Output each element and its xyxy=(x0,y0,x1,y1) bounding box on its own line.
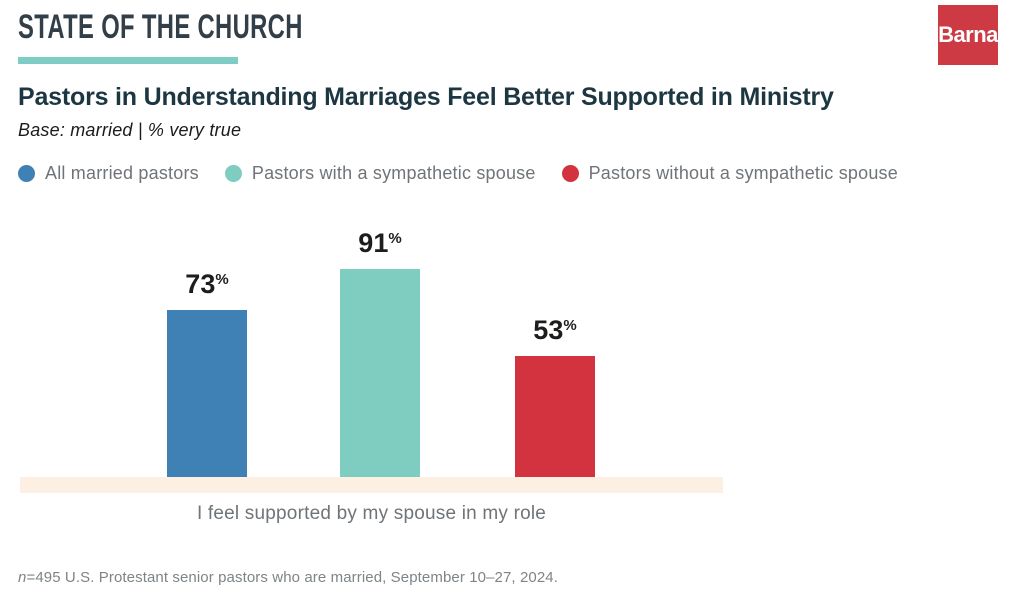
percent-sign: % xyxy=(388,230,402,247)
legend-label: Pastors with a sympathetic spouse xyxy=(251,163,536,183)
bar-group-sympathetic-spouse: 91% xyxy=(340,228,420,477)
bar-value-label: 53% xyxy=(533,315,577,345)
bar-without-sympathetic-spouse xyxy=(515,356,595,477)
legend-label: Pastors without a sympathetic spouse xyxy=(588,163,898,183)
bar-all-married xyxy=(167,310,247,477)
legend: All married pastors Pastors with a sympa… xyxy=(18,163,898,184)
legend-item-without-sympathetic-spouse: Pastors without a sympathetic spouse xyxy=(561,163,898,184)
page-subtitle: Base: married | % very true xyxy=(18,120,242,140)
percent-sign: % xyxy=(563,317,577,334)
chart-baseline-strip xyxy=(20,477,723,493)
bar-chart: 73% 91% 53% I feel supported by my spous… xyxy=(0,210,1024,550)
page-title: Pastors in Understanding Marriages Feel … xyxy=(18,83,834,111)
legend-item-sympathetic-spouse: Pastors with a sympathetic spouse xyxy=(224,163,536,184)
bar-group-without-sympathetic-spouse: 53% xyxy=(515,315,595,477)
footnote-text: =495 U.S. Protestant senior pastors who … xyxy=(26,569,559,586)
footnote-n: n xyxy=(18,569,27,586)
legend-dot-red-icon xyxy=(561,165,579,182)
legend-dot-blue-icon xyxy=(18,165,35,182)
brand-underline xyxy=(18,57,238,64)
bar-value-label: 91% xyxy=(358,228,402,258)
brand-title: STATE OF THE CHURCH xyxy=(18,8,303,46)
barna-logo: Barna xyxy=(938,5,998,65)
legend-item-all-married: All married pastors xyxy=(18,163,199,184)
footnote: n=495 U.S. Protestant senior pastors who… xyxy=(18,569,558,586)
bar-sympathetic-spouse xyxy=(340,269,420,477)
bar-group-all-married: 73% xyxy=(167,269,247,477)
legend-dot-teal-icon xyxy=(224,165,242,182)
bar-value-label: 73% xyxy=(185,269,229,299)
percent-sign: % xyxy=(215,271,229,288)
legend-label: All married pastors xyxy=(45,163,199,183)
x-axis-category-label: I feel supported by my spouse in my role xyxy=(196,503,547,524)
barna-logo-text: Barna xyxy=(938,22,998,47)
